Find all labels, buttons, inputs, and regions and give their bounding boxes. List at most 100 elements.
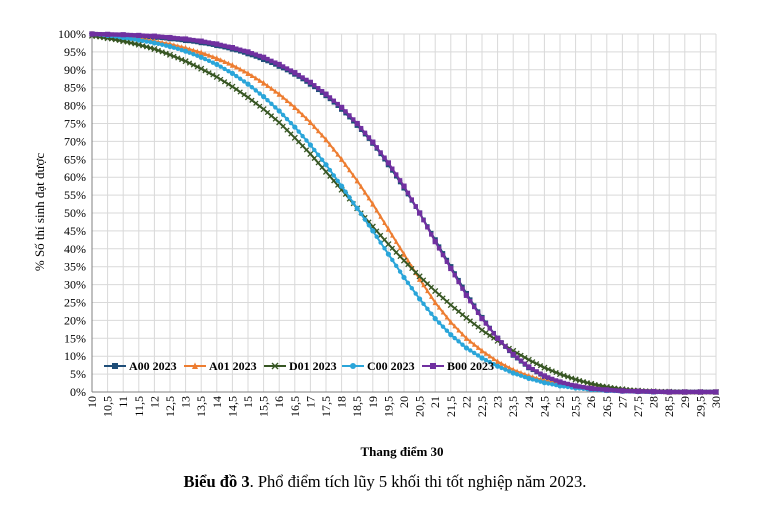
data-point-stroke bbox=[311, 155, 317, 162]
data-point bbox=[187, 50, 192, 55]
data-point bbox=[565, 374, 571, 380]
data-point-stroke bbox=[436, 291, 442, 298]
data-point bbox=[210, 72, 216, 78]
data-point bbox=[343, 161, 348, 167]
data-point-stroke bbox=[319, 164, 325, 171]
x-tick-label: 21 bbox=[428, 396, 442, 408]
data-point bbox=[374, 145, 379, 150]
data-point bbox=[526, 364, 532, 370]
data-point bbox=[351, 200, 356, 205]
data-point bbox=[253, 100, 259, 106]
data-point bbox=[244, 94, 252, 101]
data-point bbox=[366, 223, 372, 228]
data-point-stroke bbox=[206, 70, 212, 76]
data-point bbox=[331, 146, 336, 152]
data-point bbox=[261, 54, 267, 60]
data-point bbox=[432, 239, 438, 245]
data-point-stroke bbox=[233, 86, 239, 92]
data-point bbox=[323, 91, 329, 97]
data-point bbox=[405, 280, 411, 286]
data-point-stroke bbox=[413, 269, 419, 276]
data-point bbox=[495, 335, 501, 341]
data-point bbox=[670, 389, 676, 395]
data-point bbox=[709, 389, 715, 395]
data-point bbox=[148, 33, 153, 39]
data-point bbox=[218, 76, 224, 83]
data-point bbox=[238, 66, 243, 72]
data-point bbox=[682, 389, 688, 395]
data-point bbox=[694, 389, 699, 395]
data-point bbox=[284, 127, 290, 133]
data-point bbox=[572, 376, 579, 383]
data-point bbox=[124, 36, 130, 41]
data-point bbox=[553, 378, 559, 383]
data-point bbox=[245, 81, 251, 87]
data-point bbox=[522, 354, 528, 361]
data-point-stroke bbox=[522, 354, 528, 361]
y-tick-label: 50% bbox=[64, 206, 86, 220]
data-point bbox=[316, 152, 321, 158]
legend-label: A01 2023 bbox=[209, 359, 257, 373]
data-point bbox=[190, 62, 197, 68]
data-point bbox=[292, 70, 298, 76]
data-point bbox=[191, 47, 196, 53]
data-point bbox=[608, 387, 613, 393]
data-point bbox=[413, 291, 418, 296]
data-point-stroke bbox=[179, 56, 185, 63]
data-point bbox=[296, 72, 301, 78]
x-axis-label: Thang điểm 30 bbox=[360, 444, 443, 459]
data-point-stroke bbox=[471, 321, 477, 327]
data-point-stroke bbox=[264, 109, 271, 116]
y-tick-label: 30% bbox=[64, 278, 86, 292]
data-point bbox=[663, 389, 668, 395]
x-tick-label: 16 bbox=[272, 396, 286, 408]
data-point bbox=[331, 173, 336, 178]
data-point bbox=[120, 32, 126, 38]
data-point bbox=[319, 164, 325, 171]
data-point-stroke bbox=[202, 68, 208, 74]
data-point-stroke bbox=[260, 106, 267, 113]
data-point bbox=[585, 385, 590, 390]
data-point bbox=[198, 54, 204, 60]
data-point bbox=[292, 104, 298, 110]
data-point bbox=[430, 363, 436, 369]
x-tick-label: 12 bbox=[147, 396, 161, 408]
data-point bbox=[222, 43, 227, 49]
data-point bbox=[327, 173, 333, 179]
data-point bbox=[335, 151, 340, 157]
data-point-stroke bbox=[241, 92, 247, 98]
grid bbox=[91, 33, 717, 393]
data-point bbox=[269, 85, 274, 91]
data-point-stroke bbox=[525, 356, 532, 363]
data-point bbox=[612, 388, 617, 393]
data-point-stroke bbox=[140, 43, 146, 49]
legend-label: D01 2023 bbox=[289, 359, 337, 373]
data-point bbox=[124, 32, 130, 38]
data-point bbox=[284, 116, 290, 122]
y-tick-label: 10% bbox=[64, 349, 86, 363]
data-point bbox=[370, 139, 376, 145]
data-point bbox=[206, 70, 212, 76]
data-point bbox=[448, 265, 454, 272]
data-point bbox=[417, 296, 423, 302]
data-point-stroke bbox=[400, 257, 408, 264]
data-point bbox=[300, 75, 305, 80]
data-point bbox=[156, 34, 161, 39]
legend-label: A00 2023 bbox=[129, 359, 177, 373]
data-point bbox=[491, 361, 496, 367]
data-point bbox=[327, 167, 333, 173]
data-point bbox=[113, 32, 118, 37]
data-point bbox=[561, 372, 567, 379]
data-point bbox=[253, 88, 258, 93]
data-point bbox=[436, 246, 442, 251]
data-point bbox=[541, 380, 548, 386]
data-point bbox=[261, 79, 267, 86]
data-point bbox=[163, 50, 169, 56]
x-tick-label: 18 bbox=[335, 396, 349, 408]
data-point bbox=[444, 314, 450, 320]
data-point bbox=[405, 190, 411, 196]
data-point bbox=[525, 356, 532, 363]
data-point bbox=[335, 101, 340, 107]
data-point bbox=[198, 65, 205, 72]
data-point bbox=[307, 119, 313, 126]
